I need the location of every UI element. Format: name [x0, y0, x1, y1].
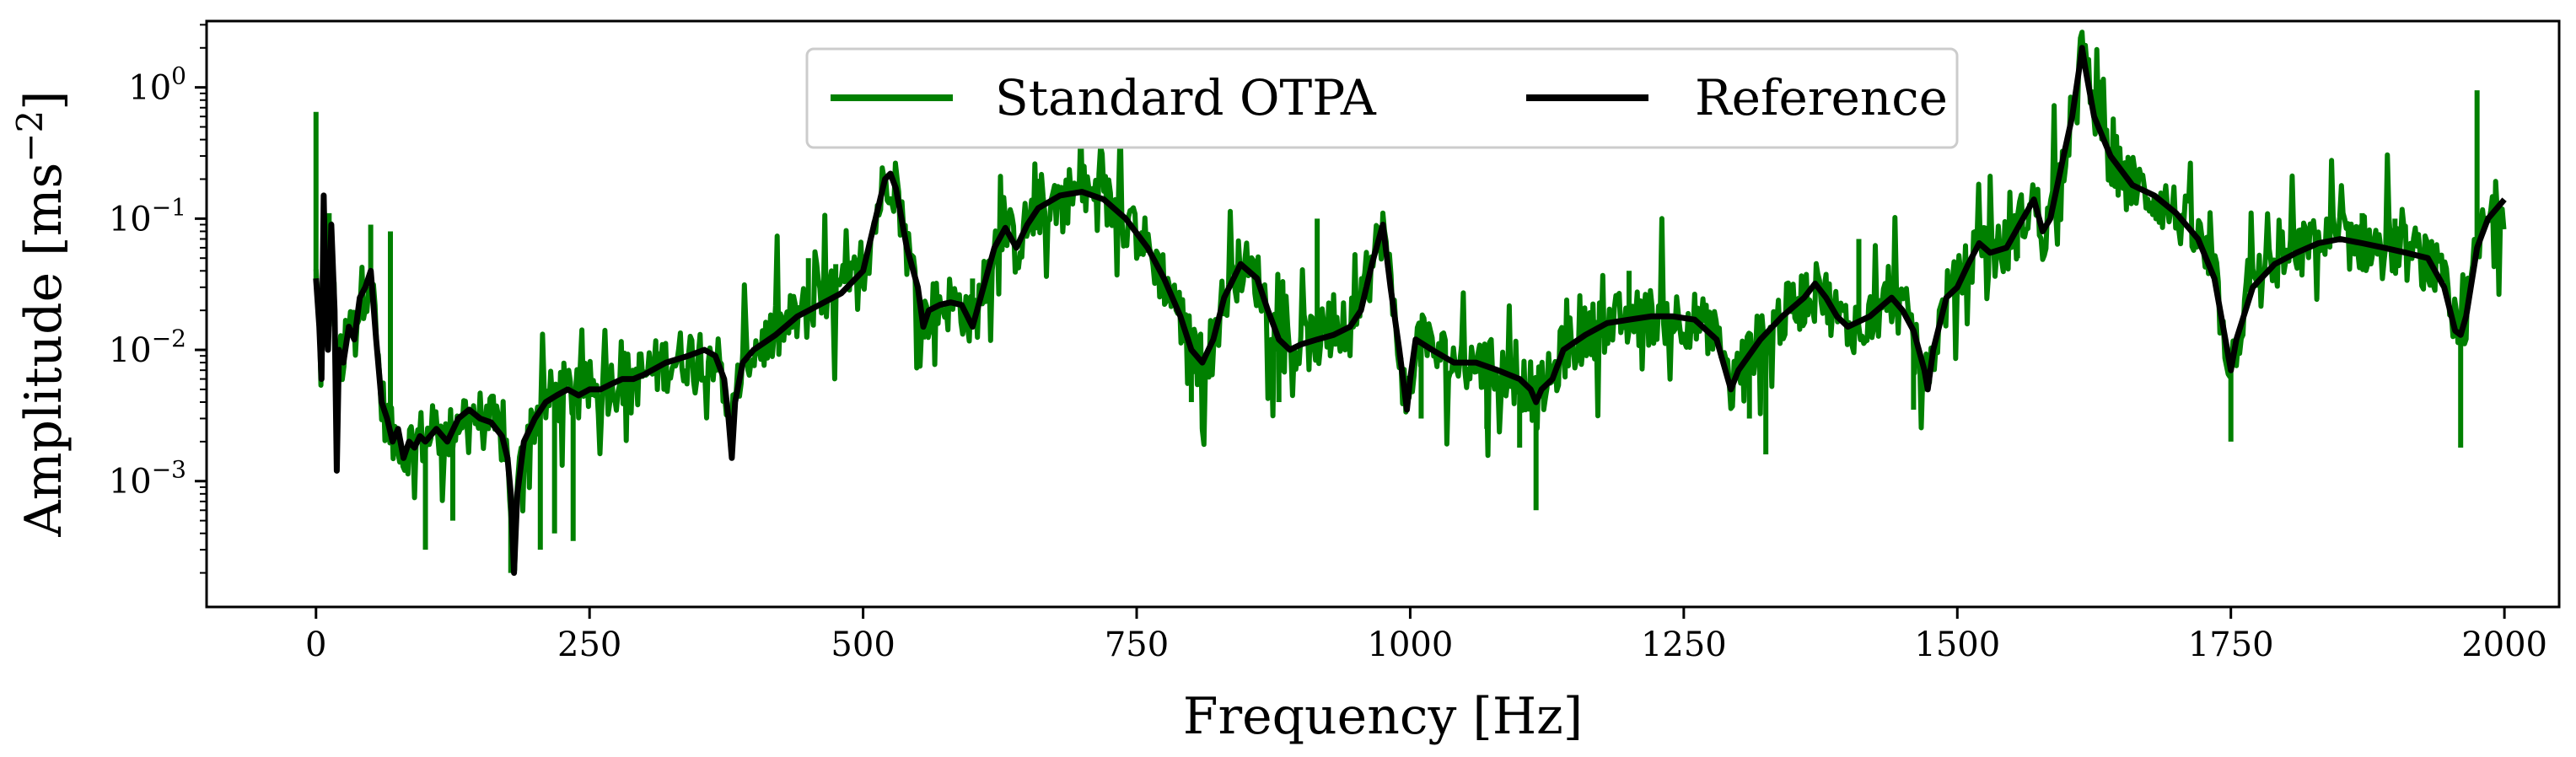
y-tick-label: 10−3: [109, 456, 186, 502]
y-axis-title-exponent: −2: [9, 110, 51, 163]
legend: Standard OTPA Reference: [805, 47, 1959, 149]
y-axis-title: Amplitude [ms−2]: [9, 90, 73, 537]
plot-area: [313, 30, 2507, 577]
x-tick-label: 1750: [2188, 625, 2274, 664]
y-tick-label: 10−1: [109, 193, 186, 239]
x-axis: 0 250 500 750 1000 1250 1500 1750 2000: [305, 607, 2547, 664]
series-reference-line: [313, 45, 2507, 577]
legend-box: [805, 47, 1959, 149]
x-tick-label: 1250: [1641, 625, 1727, 664]
x-tick-label: 1000: [1368, 625, 1454, 664]
x-tick-label: 750: [1105, 625, 1169, 664]
legend-label-standard-otpa: Standard OTPA: [995, 69, 1377, 126]
x-tick-label: 0: [305, 625, 326, 664]
x-tick-label: 250: [557, 625, 621, 664]
x-axis-title: Frequency [Hz]: [1183, 687, 1583, 746]
y-tick-label: 100: [128, 62, 186, 108]
y-axis: 10−3 10−2 10−1 100: [109, 24, 207, 574]
x-tick-label: 2000: [2461, 625, 2547, 664]
y-tick-label: 10−2: [109, 325, 186, 370]
plot-frame: [205, 19, 2561, 609]
legend-label-reference: Reference: [1695, 69, 1948, 126]
x-tick-label: 1500: [1914, 625, 2000, 664]
x-tick-label: 500: [831, 625, 895, 664]
